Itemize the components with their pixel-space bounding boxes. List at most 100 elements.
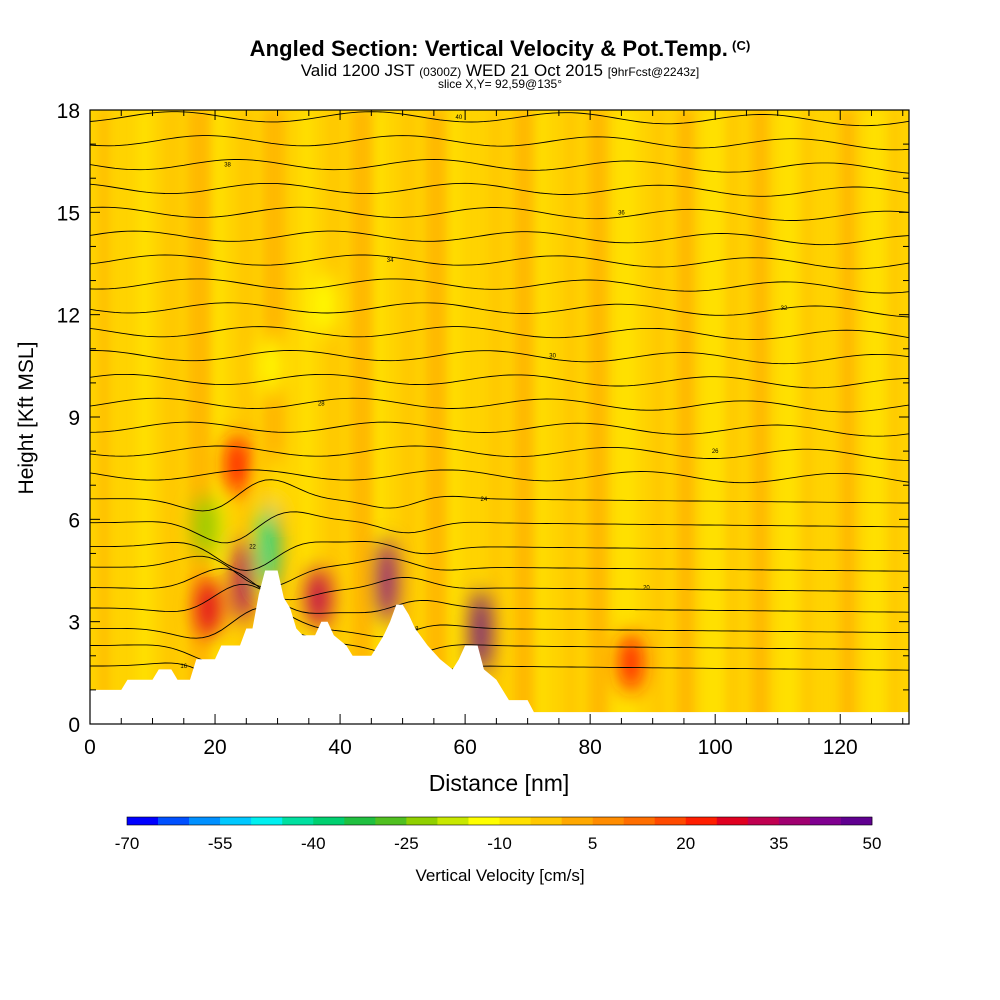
colorbar-swatch bbox=[251, 817, 283, 825]
chart-title: Angled Section: Vertical Velocity & Pot.… bbox=[0, 36, 1000, 62]
colorbar-swatch bbox=[282, 817, 314, 825]
x-tick-label: 100 bbox=[698, 736, 733, 759]
theta-contour bbox=[90, 326, 909, 340]
vv-cell bbox=[259, 335, 284, 396]
field-streak bbox=[802, 110, 812, 724]
colorbar-swatch bbox=[406, 817, 438, 825]
y-tick-label: 6 bbox=[68, 509, 80, 532]
field-streak bbox=[564, 110, 577, 724]
theta-contour bbox=[90, 555, 909, 588]
colorbar-swatch bbox=[499, 817, 531, 825]
chart-title-text: Angled Section: Vertical Velocity & Pot.… bbox=[249, 36, 729, 61]
theta-contour bbox=[90, 606, 909, 639]
colorbar-tick-label: 20 bbox=[676, 834, 695, 853]
vv-cell bbox=[259, 504, 278, 589]
theta-contours: 16182022242628303234363840 bbox=[90, 111, 909, 691]
theta-contour bbox=[90, 111, 909, 127]
colorbar-swatch bbox=[840, 817, 873, 825]
field-streak bbox=[138, 110, 151, 724]
valid-date: WED 21 Oct 2015 bbox=[465, 61, 603, 80]
theta-label: 34 bbox=[387, 258, 394, 264]
vv-cell bbox=[193, 496, 218, 557]
field-streak bbox=[589, 110, 607, 724]
theta-contour bbox=[90, 511, 909, 544]
theta-contour bbox=[90, 159, 909, 174]
field-streak bbox=[401, 110, 416, 724]
velocity-field bbox=[100, 110, 899, 724]
vv-cell bbox=[224, 434, 249, 495]
x-tick-label: 60 bbox=[453, 736, 476, 759]
colorbar-swatch bbox=[561, 817, 593, 825]
colorbar-swatch bbox=[747, 817, 780, 825]
y-axis-label: Height [Kft MSL] bbox=[15, 342, 38, 495]
colorbar-swatch bbox=[344, 817, 376, 825]
theta-label: 28 bbox=[318, 401, 325, 407]
colorbar-tick-label: 50 bbox=[863, 834, 882, 853]
x-tick-label: 0 bbox=[84, 736, 96, 759]
x-axis-label: Distance [nm] bbox=[429, 770, 570, 796]
theta-contour bbox=[90, 254, 909, 270]
colorbar-swatch bbox=[778, 817, 811, 825]
field-streak bbox=[301, 110, 312, 724]
colorbar-swatch bbox=[809, 817, 842, 825]
y-tick-label: 3 bbox=[68, 612, 80, 635]
valid-time: Valid 1200 JST bbox=[300, 61, 415, 80]
field-streak bbox=[213, 110, 225, 724]
vv-cell bbox=[265, 455, 290, 516]
theta-contour bbox=[90, 182, 909, 197]
terrain-fill bbox=[90, 570, 909, 724]
colorbar-swatch bbox=[220, 817, 252, 825]
field-streak bbox=[376, 110, 386, 724]
colorbar-label: Vertical Velocity [cm/s] bbox=[415, 866, 584, 885]
terrain bbox=[90, 570, 909, 724]
colorbar-swatch bbox=[623, 817, 656, 825]
forecast-tag: [9hrFcst@2243z] bbox=[607, 65, 700, 79]
x-tick-label: 80 bbox=[578, 736, 601, 759]
field-streak bbox=[426, 110, 446, 724]
field-streak bbox=[489, 110, 503, 724]
field-streak bbox=[614, 110, 637, 724]
field-streak bbox=[326, 110, 342, 724]
colorbar-tick-label: 5 bbox=[588, 834, 597, 853]
field-streak bbox=[890, 110, 899, 724]
theta-label: 20 bbox=[643, 586, 650, 592]
chart-title-unit: (C) bbox=[732, 38, 751, 53]
theta-contour bbox=[90, 469, 909, 484]
field-streak bbox=[451, 110, 460, 724]
field-streak bbox=[677, 110, 694, 724]
colorbar-border bbox=[126, 816, 873, 826]
theta-contour bbox=[90, 350, 909, 365]
theta-contour bbox=[90, 479, 909, 512]
theta-contour bbox=[90, 421, 909, 437]
x-tick-label: 120 bbox=[823, 736, 858, 759]
field-streak bbox=[188, 110, 211, 724]
colorbar-swatch bbox=[127, 817, 159, 825]
valid-zulu: (0300Z) bbox=[419, 65, 462, 79]
field-streak bbox=[702, 110, 724, 724]
field-streak bbox=[752, 110, 768, 724]
theta-contour bbox=[90, 567, 909, 601]
vv-cell bbox=[234, 538, 253, 623]
colorbar-swatch bbox=[530, 817, 562, 825]
theta-label: 36 bbox=[618, 210, 625, 216]
colorbar-swatch bbox=[685, 817, 718, 825]
field-streaks bbox=[100, 110, 899, 724]
theta-label: 22 bbox=[249, 545, 256, 551]
field-streak bbox=[652, 110, 664, 724]
y-tick-label: 12 bbox=[57, 305, 80, 328]
colorbar-swatch bbox=[375, 817, 407, 825]
vv-cell bbox=[377, 538, 396, 623]
theta-contour bbox=[90, 373, 909, 389]
field-streak bbox=[100, 110, 108, 724]
theta-contour bbox=[90, 302, 909, 318]
x-tick-label: 40 bbox=[328, 736, 351, 759]
theta-contour bbox=[90, 445, 909, 461]
y-tick-label: 15 bbox=[57, 202, 80, 225]
colorbar-tick-label: -55 bbox=[208, 834, 233, 853]
theta-contour bbox=[90, 583, 909, 614]
colorbar-tick-label: -40 bbox=[301, 834, 326, 853]
colorbar-swatch bbox=[158, 817, 190, 825]
colorbar-swatch bbox=[716, 817, 749, 825]
